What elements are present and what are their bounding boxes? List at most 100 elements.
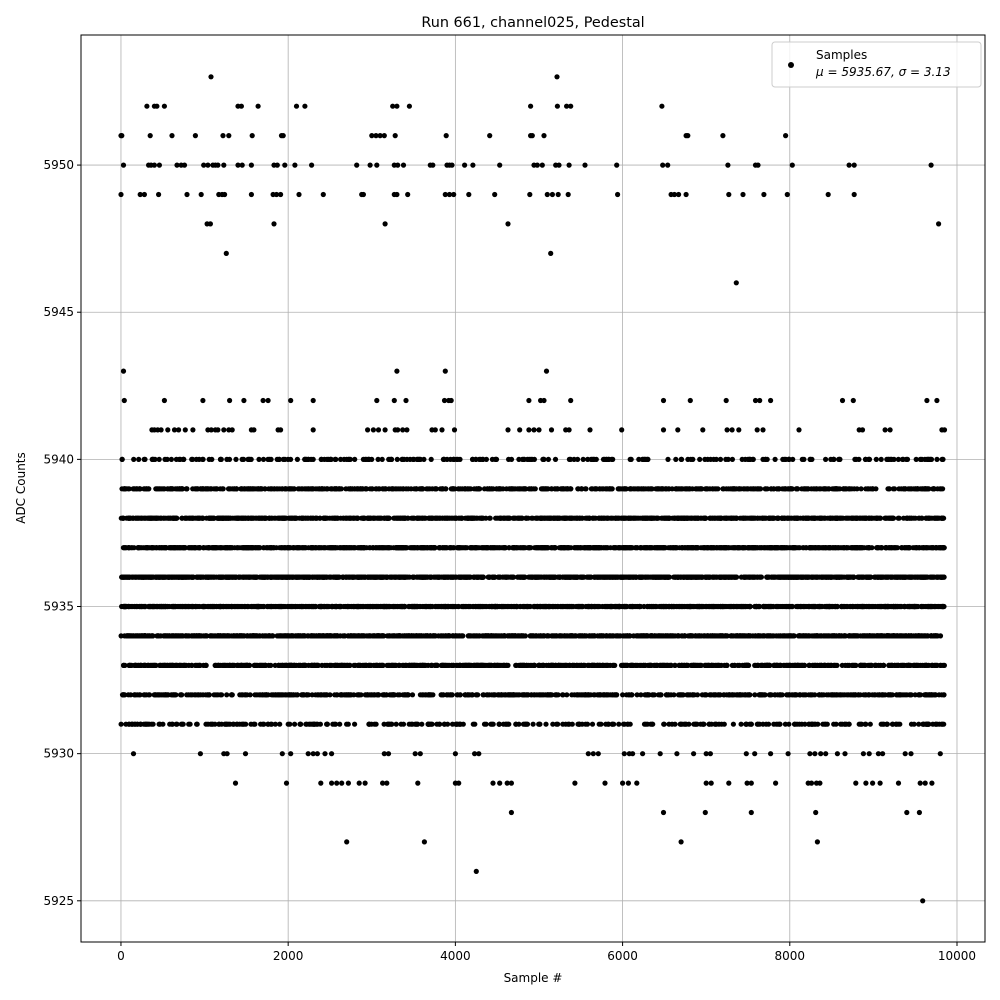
data-point [604,574,611,580]
data-point [545,515,551,521]
data-point [902,486,908,492]
data-point [256,456,262,462]
data-point [255,515,262,521]
data-point [418,486,424,492]
data-point [930,486,937,492]
data-point [627,574,633,580]
data-point [190,574,196,580]
data-point [208,486,214,492]
data-point [879,545,885,551]
data-point [575,486,581,492]
data-point [675,574,681,580]
data-point [714,545,720,551]
data-point [219,515,225,521]
data-point [572,545,579,551]
data-point [916,545,923,551]
data-point [652,515,658,521]
data-point [427,515,433,521]
data-point [317,515,323,521]
data-point [448,574,454,580]
data-point [933,545,939,551]
data-point [238,545,244,551]
data-point [456,545,462,551]
data-point [249,486,255,492]
data-point [289,486,295,492]
data-point [939,456,945,462]
data-point [197,545,203,551]
data-point [227,545,233,551]
data-point [510,545,517,551]
data-point [181,545,187,551]
data-point [148,515,154,521]
data-point [344,515,350,521]
data-point [256,486,262,492]
data-point [640,486,647,492]
data-point [140,574,147,580]
data-point [742,574,748,580]
data-point [352,456,358,462]
data-point [642,545,648,551]
data-point [526,574,532,580]
data-point [410,456,416,462]
data-point [648,545,655,551]
data-point [274,486,280,492]
data-point [627,545,633,551]
data-point [313,545,319,551]
data-point [124,515,130,521]
data-point [760,515,766,521]
data-point [819,545,825,551]
data-point [789,515,795,521]
data-point [523,486,529,492]
data-point [327,515,333,521]
data-point [232,545,238,551]
data-point [878,456,884,462]
data-point [439,545,446,551]
data-point [269,515,275,521]
data-point [935,486,941,492]
data-point [417,456,424,462]
data-point [214,486,220,492]
data-point [233,456,239,462]
data-point [678,456,684,462]
data-point [788,486,794,492]
data-point [809,515,816,521]
data-point [171,515,177,521]
data-point [316,574,322,580]
data-point [906,545,912,551]
data-point [917,456,924,462]
data-point [694,574,700,580]
data-point [751,545,757,551]
data-point [365,456,371,462]
data-point [309,486,315,492]
data-point [526,545,532,551]
data-point [295,486,301,492]
data-point [243,574,249,580]
data-point [261,545,267,551]
data-point [934,515,941,521]
data-point [363,486,369,492]
data-point [370,545,376,551]
data-point [763,486,769,492]
data-point [622,515,628,521]
data-point [533,545,539,551]
data-point [697,456,703,462]
data-point [940,545,946,551]
data-point [136,545,142,551]
data-point [325,456,331,462]
data-point [464,574,470,580]
data-point [907,486,913,492]
data-point [263,515,269,521]
data-point [288,515,294,521]
data-point [450,456,456,462]
data-point [492,545,498,551]
data-point [552,486,558,492]
data-point [496,486,503,492]
data-point [903,456,909,462]
data-point [823,456,829,462]
data-point [231,515,238,521]
data-point [144,486,150,492]
data-point [713,574,719,580]
data-point [442,574,448,580]
data-point [476,545,482,551]
data-point [854,486,860,492]
